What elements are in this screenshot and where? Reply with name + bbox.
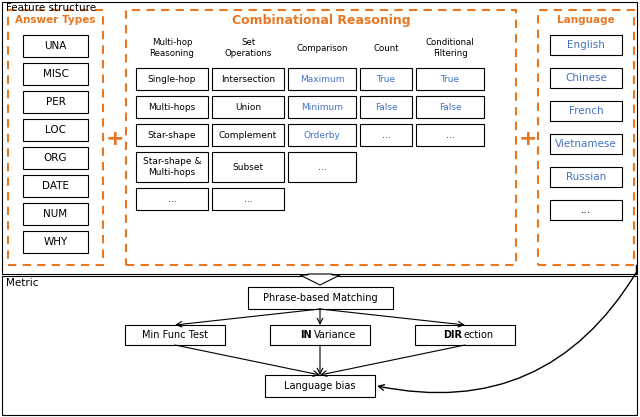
Text: Feature structure: Feature structure (6, 3, 96, 13)
FancyBboxPatch shape (360, 96, 412, 118)
FancyBboxPatch shape (416, 124, 484, 146)
FancyBboxPatch shape (288, 124, 356, 146)
Text: LOC: LOC (45, 125, 66, 135)
Text: Metric: Metric (6, 278, 38, 288)
Text: Min Func Test: Min Func Test (142, 330, 208, 340)
Text: Language bias: Language bias (284, 381, 356, 391)
FancyBboxPatch shape (23, 35, 88, 57)
FancyBboxPatch shape (125, 325, 225, 345)
FancyBboxPatch shape (2, 276, 637, 415)
Text: English: English (567, 40, 605, 50)
FancyBboxPatch shape (212, 124, 284, 146)
FancyBboxPatch shape (415, 325, 515, 345)
Text: DIR: DIR (443, 330, 462, 340)
Text: Variance: Variance (314, 330, 356, 340)
Text: ...: ... (381, 131, 390, 140)
Text: Combinational Reasoning: Combinational Reasoning (232, 13, 410, 27)
Text: ection: ection (463, 330, 493, 340)
Text: True: True (440, 75, 460, 83)
Text: +: + (518, 129, 538, 149)
FancyBboxPatch shape (23, 63, 88, 85)
FancyBboxPatch shape (550, 68, 622, 88)
FancyBboxPatch shape (23, 203, 88, 225)
FancyBboxPatch shape (360, 68, 412, 90)
Text: Minimum: Minimum (301, 103, 343, 111)
FancyBboxPatch shape (288, 152, 356, 182)
Text: Phrase-based Matching: Phrase-based Matching (262, 293, 378, 303)
FancyBboxPatch shape (136, 152, 208, 182)
FancyBboxPatch shape (136, 96, 208, 118)
FancyBboxPatch shape (360, 124, 412, 146)
FancyBboxPatch shape (550, 200, 622, 220)
Text: Star-shape &
Multi-hops: Star-shape & Multi-hops (143, 157, 201, 177)
FancyBboxPatch shape (550, 134, 622, 154)
Text: True: True (376, 75, 396, 83)
Text: Orderby: Orderby (303, 131, 340, 140)
FancyBboxPatch shape (212, 188, 284, 210)
FancyBboxPatch shape (288, 96, 356, 118)
Text: PER: PER (45, 97, 65, 107)
Text: DATE: DATE (42, 181, 69, 191)
FancyBboxPatch shape (212, 96, 284, 118)
FancyBboxPatch shape (136, 68, 208, 90)
Text: ...: ... (581, 205, 591, 215)
Text: False: False (374, 103, 397, 111)
FancyBboxPatch shape (212, 68, 284, 90)
Text: Count: Count (373, 43, 399, 53)
Text: Russian: Russian (566, 172, 606, 182)
FancyBboxPatch shape (23, 231, 88, 253)
Text: French: French (569, 106, 604, 116)
Text: IN: IN (300, 330, 312, 340)
FancyBboxPatch shape (23, 175, 88, 197)
Text: Intersection: Intersection (221, 75, 275, 83)
Text: WHY: WHY (44, 237, 68, 247)
Text: Single-hop: Single-hop (148, 75, 196, 83)
Text: +: + (106, 129, 124, 149)
FancyBboxPatch shape (212, 152, 284, 182)
Text: Comparison: Comparison (296, 43, 348, 53)
FancyBboxPatch shape (550, 167, 622, 187)
FancyBboxPatch shape (136, 124, 208, 146)
Text: Vietnamese: Vietnamese (555, 139, 617, 149)
FancyBboxPatch shape (270, 325, 370, 345)
Text: ...: ... (445, 131, 454, 140)
Polygon shape (300, 274, 340, 285)
FancyBboxPatch shape (23, 147, 88, 169)
FancyBboxPatch shape (288, 68, 356, 90)
FancyBboxPatch shape (2, 2, 637, 274)
FancyBboxPatch shape (23, 91, 88, 113)
Text: Chinese: Chinese (565, 73, 607, 83)
Text: UNA: UNA (44, 41, 67, 51)
Text: ORG: ORG (44, 153, 67, 163)
Text: NUM: NUM (44, 209, 68, 219)
Text: ...: ... (168, 194, 176, 203)
FancyBboxPatch shape (248, 287, 392, 309)
FancyBboxPatch shape (550, 101, 622, 121)
Text: Multi-hop
Reasoning: Multi-hop Reasoning (150, 38, 195, 58)
Text: Complement: Complement (219, 131, 277, 140)
Text: Set
Operations: Set Operations (224, 38, 272, 58)
Text: ...: ... (317, 163, 326, 171)
Text: Answer Types: Answer Types (15, 15, 96, 25)
Text: Language: Language (557, 15, 615, 25)
Text: MISC: MISC (43, 69, 68, 79)
Text: ...: ... (244, 194, 252, 203)
Text: Conditional
Filtering: Conditional Filtering (426, 38, 474, 58)
Text: Multi-hops: Multi-hops (148, 103, 196, 111)
FancyBboxPatch shape (23, 119, 88, 141)
Text: False: False (438, 103, 461, 111)
FancyBboxPatch shape (416, 96, 484, 118)
FancyBboxPatch shape (136, 188, 208, 210)
Text: Maximum: Maximum (300, 75, 344, 83)
FancyBboxPatch shape (265, 375, 375, 397)
Text: Union: Union (235, 103, 261, 111)
Text: Subset: Subset (232, 163, 264, 171)
FancyBboxPatch shape (550, 35, 622, 55)
FancyBboxPatch shape (416, 68, 484, 90)
Text: Star-shape: Star-shape (148, 131, 196, 140)
